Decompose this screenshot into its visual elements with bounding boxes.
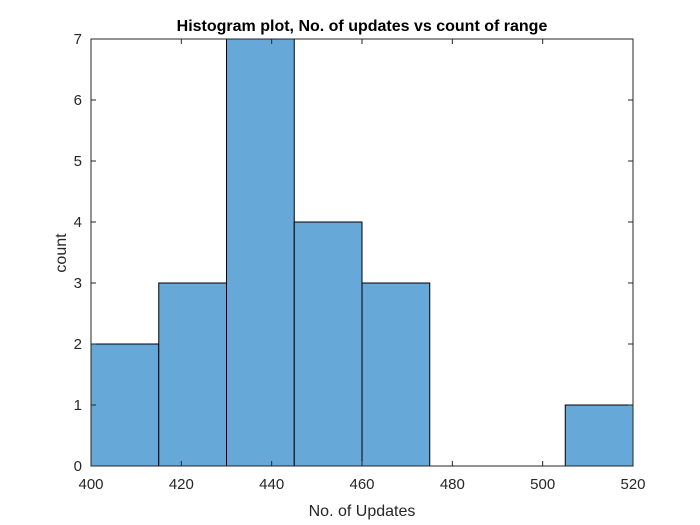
y-tick-label: 3 [74, 275, 82, 292]
y-tick-label: 2 [74, 336, 82, 353]
x-tick-label: 520 [620, 476, 645, 493]
y-tick-label: 0 [74, 458, 82, 475]
histogram-bar [564, 404, 634, 467]
x-tick-label: 420 [169, 476, 194, 493]
x-tick-label: 400 [78, 476, 103, 493]
ticks-group [90, 38, 634, 467]
y-axis-label: count [53, 233, 70, 273]
x-tick-label: 460 [349, 476, 374, 493]
y-tick-label: 1 [74, 397, 82, 414]
histogram-bar [90, 343, 160, 467]
x-tick-label: 480 [440, 476, 465, 493]
x-tick-label: 440 [259, 476, 284, 493]
y-tick-label: 6 [74, 92, 82, 109]
chart-title: Histogram plot, No. of updates vs count … [177, 18, 548, 35]
y-tick-label: 5 [74, 153, 82, 170]
y-tick-labels: 0 1 2 3 4 5 6 7 [74, 31, 82, 475]
x-tick-labels: 400 420 440 460 480 500 520 [78, 476, 645, 493]
histogram-bar [293, 221, 363, 467]
x-tick-label: 500 [530, 476, 555, 493]
y-tick-label: 4 [74, 214, 82, 231]
histogram-bar [158, 282, 227, 467]
histogram-bar [226, 38, 295, 467]
x-axis-label: No. of Updates [309, 503, 416, 520]
y-tick-label: 7 [74, 31, 82, 48]
bars-group [90, 38, 634, 467]
histogram-bar [361, 282, 431, 467]
